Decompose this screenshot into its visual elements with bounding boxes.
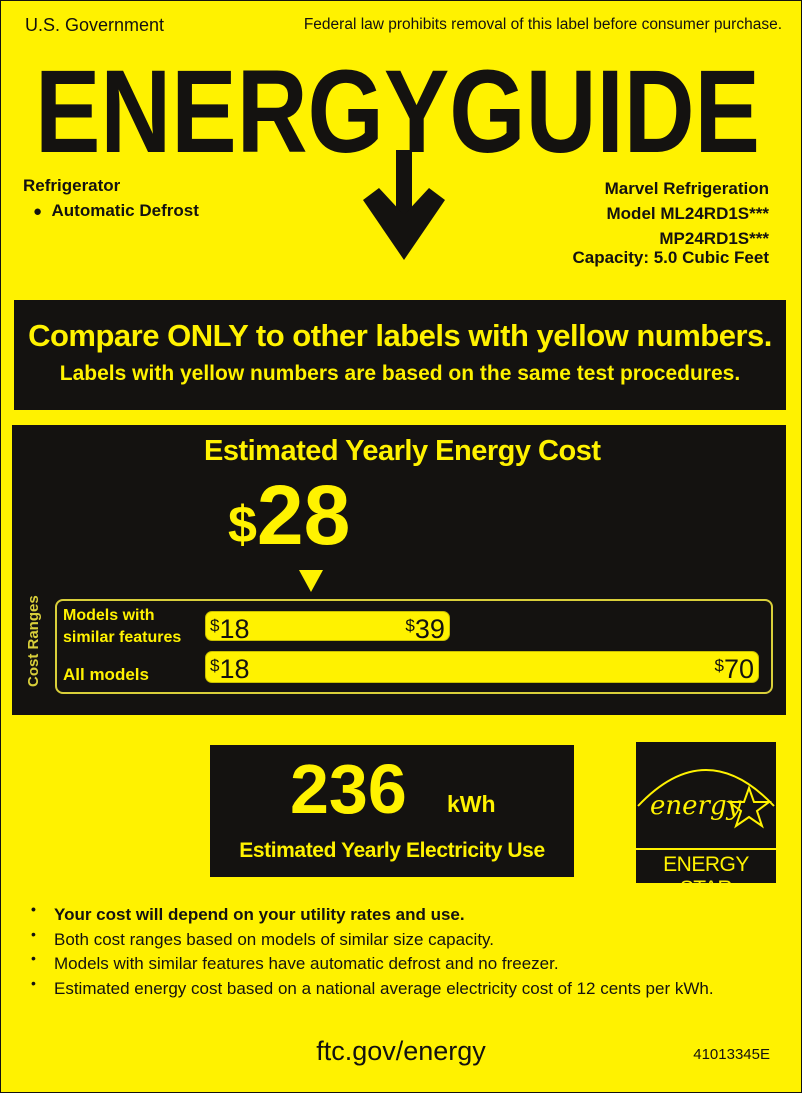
- similar-models-range-bar: $18 $39: [205, 611, 450, 644]
- all-models-range-bar: $18 $70: [205, 651, 759, 684]
- all-min: $18: [210, 654, 250, 684]
- model-2: MP24RD1S***: [659, 229, 769, 248]
- energy-star-label: ENERGY STAR: [663, 853, 749, 900]
- bullet-icon: ●: [33, 203, 43, 220]
- capacity: Capacity: 5.0 Cubic Feet: [572, 248, 769, 267]
- product-feature: ● Automatic Defrost: [33, 201, 199, 221]
- similar-models-label: Models with similar features: [63, 605, 181, 649]
- kwh-label: Estimated Yearly Electricity Use: [239, 839, 545, 862]
- gov-label: U.S. Government: [25, 15, 165, 35]
- model: Model ML24RD1S***: [606, 204, 769, 223]
- ftc-url[interactable]: ftc.gov/energy: [316, 1036, 486, 1066]
- energy-star-icon: energy: [637, 769, 775, 829]
- currency-symbol: $: [228, 496, 257, 554]
- brand: Marvel Refrigeration: [604, 179, 769, 198]
- cost-ranges-box: [55, 599, 773, 694]
- kwh-unit: kWh: [447, 791, 496, 817]
- energy-star-logo: energy ENERGY STAR: [636, 742, 776, 900]
- similar-max: $39: [405, 614, 445, 644]
- energy-script: energy: [650, 791, 742, 821]
- compare-subtext: Labels with yellow numbers are based on …: [59, 362, 741, 385]
- removal-notice: Federal law prohibits removal of this la…: [303, 16, 782, 33]
- energyguide-logo: ENERGYGUIDE: [35, 50, 760, 260]
- feature-text: Automatic Defrost: [51, 201, 199, 220]
- all-max: $70: [714, 654, 754, 684]
- cost-panel: Estimated Yearly Energy Cost $28 Cost Ra…: [12, 425, 786, 715]
- product-type: Refrigerator: [23, 176, 121, 195]
- compare-banner: Compare ONLY to other labels with yellow…: [14, 300, 786, 410]
- cost-heading: Estimated Yearly Energy Cost: [204, 435, 601, 467]
- product-info: Marvel Refrigeration Model ML24RD1S*** M…: [572, 176, 769, 270]
- similar-min: $18: [210, 614, 250, 644]
- arrow-down-icon: [363, 150, 445, 260]
- cost-ranges-label: Cost Ranges: [25, 595, 42, 687]
- cost-marker-triangle-icon: [299, 570, 324, 592]
- cost-value: $28: [228, 465, 350, 565]
- all-models-label: All models: [63, 665, 149, 684]
- similar-label-line1: Models with: [63, 607, 155, 624]
- kwh-value: 236: [290, 750, 407, 828]
- cost-number: 28: [256, 468, 351, 562]
- label-code: 41013345E: [693, 1046, 770, 1063]
- similar-label-line2: similar features: [63, 629, 182, 646]
- compare-headline: Compare ONLY to other labels with yellow…: [28, 318, 772, 353]
- electricity-box: 236 kWh Estimated Yearly Electricity Use: [210, 745, 574, 877]
